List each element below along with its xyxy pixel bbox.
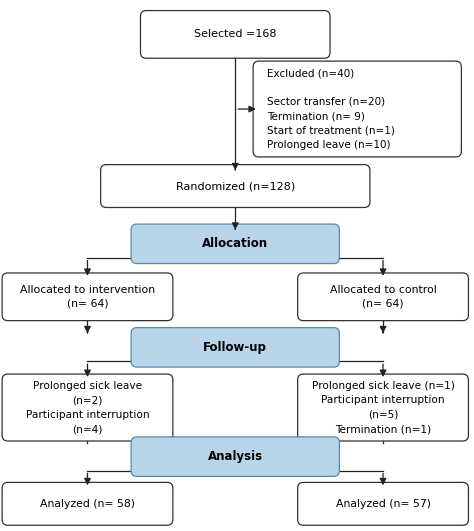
FancyBboxPatch shape <box>298 374 468 441</box>
FancyBboxPatch shape <box>100 165 370 208</box>
Text: Analyzed (n= 57): Analyzed (n= 57) <box>336 499 430 509</box>
FancyBboxPatch shape <box>298 273 468 321</box>
Text: Allocated to control
(n= 64): Allocated to control (n= 64) <box>329 285 437 309</box>
FancyBboxPatch shape <box>140 11 330 58</box>
Text: Prolonged sick leave
(n=2)
Participant interruption
(n=4): Prolonged sick leave (n=2) Participant i… <box>26 381 149 434</box>
Text: Allocation: Allocation <box>202 237 268 250</box>
FancyBboxPatch shape <box>131 224 339 263</box>
FancyBboxPatch shape <box>253 61 461 157</box>
Text: Allocated to intervention
(n= 64): Allocated to intervention (n= 64) <box>20 285 155 309</box>
Text: Follow-up: Follow-up <box>203 341 267 354</box>
Text: Randomized (n=128): Randomized (n=128) <box>176 181 295 191</box>
Text: Selected =168: Selected =168 <box>194 29 276 39</box>
Text: Analysis: Analysis <box>208 450 263 463</box>
Text: Analyzed (n= 58): Analyzed (n= 58) <box>40 499 135 509</box>
FancyBboxPatch shape <box>298 482 468 525</box>
FancyBboxPatch shape <box>131 328 339 367</box>
Text: Prolonged sick leave (n=1)
Participant interruption
(n=5)
Termination (n=1): Prolonged sick leave (n=1) Participant i… <box>311 381 455 434</box>
Text: Excluded (n=40)

Sector transfer (n=20)
Termination (n= 9)
Start of treatment (n: Excluded (n=40) Sector transfer (n=20) T… <box>267 68 395 150</box>
FancyBboxPatch shape <box>2 374 173 441</box>
FancyBboxPatch shape <box>2 482 173 525</box>
FancyBboxPatch shape <box>2 273 173 321</box>
FancyBboxPatch shape <box>131 437 339 476</box>
